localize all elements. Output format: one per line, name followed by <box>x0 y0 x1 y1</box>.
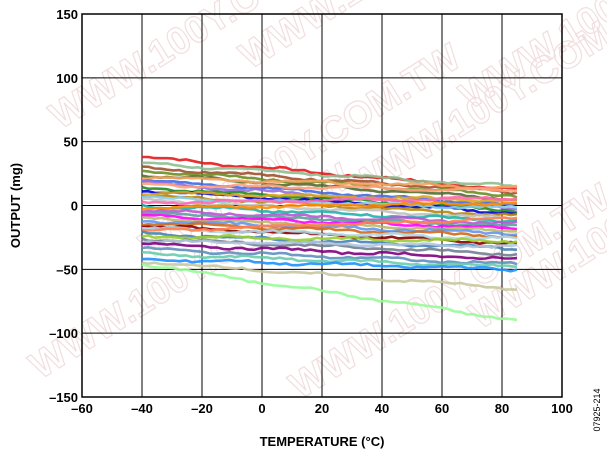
series-line <box>141 179 518 206</box>
series-line <box>141 225 518 240</box>
x-tick-label: 100 <box>551 401 573 416</box>
figure-id: 07925-214 <box>592 388 602 431</box>
series-line <box>141 182 518 193</box>
series-line <box>141 241 518 261</box>
x-tick-labels: –60 –40 –20 0 20 40 60 80 100 <box>71 401 573 416</box>
series-line <box>141 251 518 269</box>
y-tick-label: –50 <box>56 262 78 277</box>
y-tick-label: 100 <box>56 71 78 86</box>
x-tick-label: 40 <box>375 401 389 416</box>
x-tick-label: 80 <box>495 401 509 416</box>
series-line <box>142 176 518 190</box>
series-line <box>141 238 518 249</box>
x-tick-label: –40 <box>131 401 153 416</box>
y-tick-label: 0 <box>71 199 78 214</box>
x-tick-label: –60 <box>71 401 93 416</box>
x-tick-label: 0 <box>258 401 265 416</box>
series-line <box>141 201 518 211</box>
plot-frame <box>81 13 563 398</box>
series-line <box>141 208 518 225</box>
y-tick-labels: –150 –100 –50 0 50 100 150 <box>49 7 78 405</box>
series-layer <box>141 155 518 322</box>
series-line <box>141 216 518 233</box>
series-line <box>141 263 518 322</box>
series-line <box>141 261 518 291</box>
y-tick-label: –100 <box>49 326 78 341</box>
series-line <box>141 222 518 239</box>
y-tick-label: 150 <box>56 7 78 22</box>
x-axis-title: TEMPERATURE (°C) <box>260 434 385 449</box>
series-line <box>141 195 518 206</box>
series-line <box>141 246 518 266</box>
series-line <box>141 195 518 210</box>
series-line <box>141 257 518 273</box>
x-tick-label: 20 <box>315 401 329 416</box>
series-line <box>141 190 518 203</box>
series-line <box>141 234 518 245</box>
y-axis-title: OUTPUT (mg) <box>8 163 23 248</box>
y-tick-label: –150 <box>49 390 78 405</box>
x-tick-label: 60 <box>435 401 449 416</box>
y-tick-label: 50 <box>64 135 78 150</box>
series-line <box>142 161 518 189</box>
x-tick-label: –20 <box>191 401 213 416</box>
